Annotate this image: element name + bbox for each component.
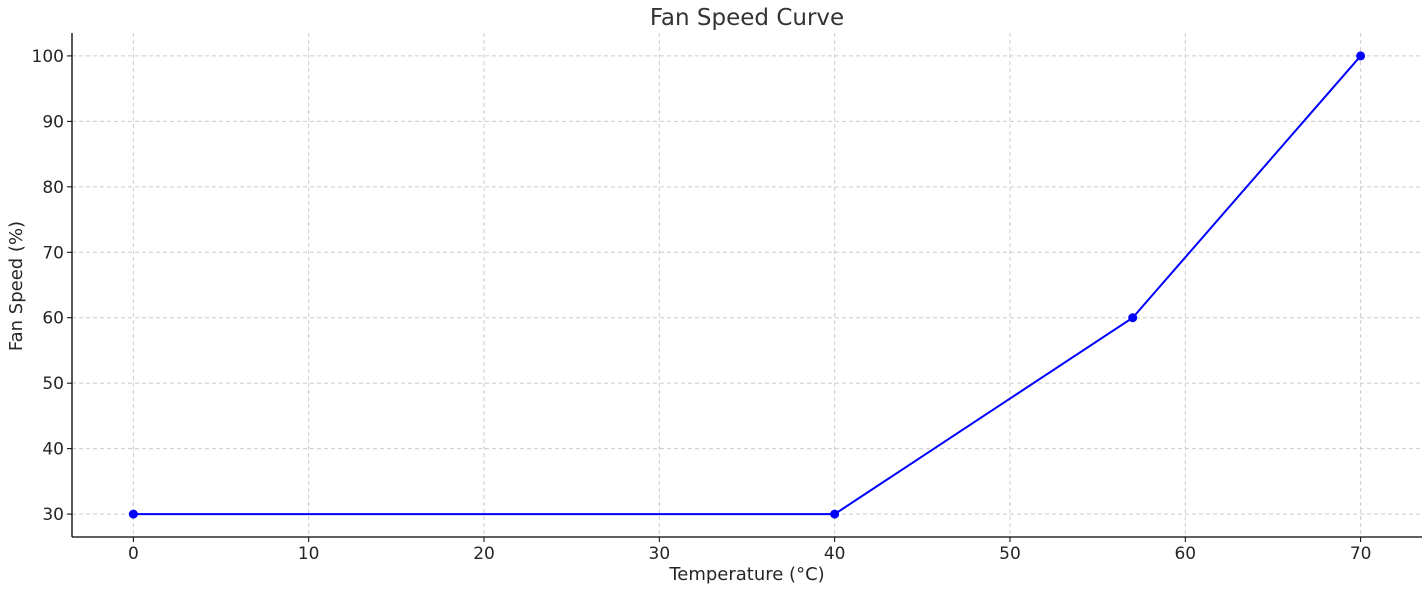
series: [128, 51, 1366, 519]
data-point-0: [128, 509, 138, 519]
x-tick-label: 60: [1174, 544, 1196, 564]
data-point-3: [1356, 51, 1366, 61]
y-tick-label: 100: [32, 47, 64, 67]
x-axis-label: Temperature (°C): [668, 564, 824, 585]
data-point-1: [830, 509, 840, 519]
y-tick-label: 90: [42, 112, 64, 132]
x-tick-label: 10: [298, 544, 320, 564]
grid: [72, 33, 1422, 537]
series-line-0: [133, 55, 1362, 516]
x-tick-label: 40: [824, 544, 846, 564]
y-tick-label: 80: [42, 178, 64, 198]
x-tick-label: 20: [473, 544, 495, 564]
data-point-2: [1128, 313, 1138, 323]
x-tick-label: 30: [649, 544, 671, 564]
y-tick-label: 30: [42, 505, 64, 525]
y-tick-label: 70: [42, 243, 64, 263]
y-tick-label: 60: [42, 309, 64, 329]
ticks: 0 10 20 30 40 50 60 70 30 40 50 60 70 80 90 100: [32, 47, 1372, 564]
y-tick-label: 50: [42, 374, 64, 394]
y-tick-label: 40: [42, 440, 64, 460]
x-tick-label: 0: [128, 544, 139, 564]
y-axis-label: Fan Speed (%): [6, 221, 27, 351]
chart-title: Fan Speed Curve: [650, 5, 844, 31]
x-tick-label: 50: [999, 544, 1021, 564]
axes: [71, 33, 1422, 538]
x-tick-label: 70: [1350, 544, 1372, 564]
